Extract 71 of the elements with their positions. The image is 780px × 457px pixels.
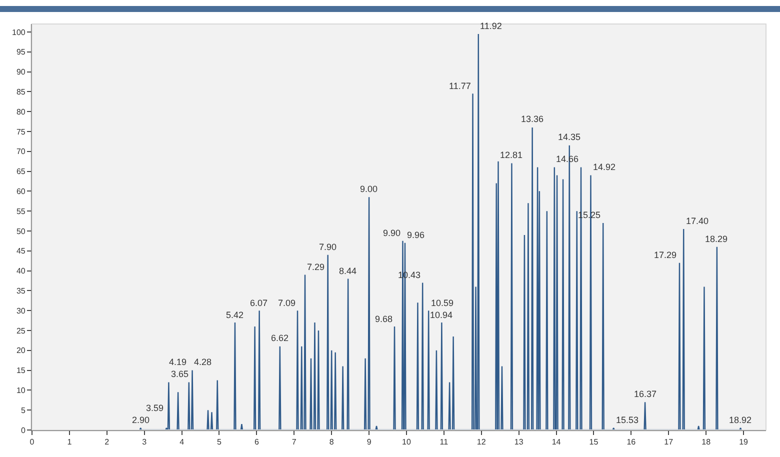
annotation: 3.65 <box>171 369 189 379</box>
y-tick-label: 30 <box>16 306 26 316</box>
annotation: 10.94 <box>430 310 453 320</box>
y-tick-label: 100 <box>12 28 26 37</box>
annotation: 12.81 <box>500 150 523 160</box>
x-tick-label: 14 <box>552 438 562 447</box>
y-tick-label: 85 <box>16 87 26 96</box>
annotation: 11.77 <box>449 81 471 91</box>
annotation: 11.92 <box>480 21 502 31</box>
annotation: 3.59 <box>146 403 164 413</box>
annotation: 10.59 <box>431 298 454 308</box>
y-tick-label: 15 <box>16 366 26 376</box>
x-tick-label: 4 <box>180 438 185 447</box>
annotation: 2.90 <box>132 415 150 425</box>
annotation: 17.29 <box>654 250 677 260</box>
x-tick-label: 13 <box>514 438 524 447</box>
y-tick-label: 5 <box>20 406 26 415</box>
y-tick-label: 40 <box>16 266 26 276</box>
annotation: 9.90 <box>383 228 401 238</box>
x-tick-label: 10 <box>402 438 412 447</box>
annotation: 16.37 <box>634 389 657 399</box>
x-tick-label: 3 <box>142 438 148 447</box>
x-tick-label: 12 <box>476 438 486 447</box>
x-tick-label: 7 <box>292 438 297 447</box>
y-tick-label: 45 <box>16 246 26 256</box>
x-tick-label: 16 <box>626 438 636 447</box>
annotation: 6.07 <box>250 298 268 308</box>
x-tick-label: 6 <box>254 438 260 447</box>
y-tick-label: 70 <box>16 147 26 156</box>
x-tick-label: 15 <box>589 438 599 447</box>
y-tick-label: 20 <box>16 346 26 356</box>
y-tick-label: 95 <box>16 48 26 57</box>
y-tick-label: 55 <box>16 206 26 216</box>
annotation: 5.42 <box>226 310 244 320</box>
annotation: 7.09 <box>278 298 296 308</box>
annotation: 9.96 <box>407 230 425 240</box>
annotation: 18.29 <box>705 234 728 244</box>
y-tick-label: 10 <box>16 386 26 395</box>
y-tick-label: 65 <box>16 167 26 176</box>
x-tick-label: 8 <box>329 438 334 447</box>
y-tick-label: 80 <box>16 107 26 116</box>
annotation: 13.36 <box>521 114 544 124</box>
y-tick-label: 75 <box>16 127 26 136</box>
y-tick-label: 60 <box>16 186 26 196</box>
x-tick-label: 2 <box>104 438 110 447</box>
annotation: 8.44 <box>339 266 357 276</box>
x-tick-label: 17 <box>664 438 674 447</box>
x-tick-label: 9 <box>366 438 372 447</box>
annotation: 18.92 <box>729 415 752 425</box>
x-tick-label: 19 <box>739 438 749 447</box>
annotation: 14.92 <box>593 162 616 172</box>
annotation: 15.53 <box>616 415 639 425</box>
x-tick-label: 0 <box>30 438 35 447</box>
annotation: 6.62 <box>271 333 289 343</box>
annotation: 4.28 <box>194 357 212 367</box>
x-tick-label: 5 <box>217 438 222 447</box>
annotation: 9.68 <box>375 314 393 324</box>
annotation: 4.19 <box>169 357 187 367</box>
annotation: 17.40 <box>686 216 709 226</box>
x-tick-label: 11 <box>440 438 449 447</box>
annotation: 9.00 <box>360 184 378 194</box>
annotation: 14.35 <box>558 132 581 142</box>
annotation: 7.90 <box>319 242 337 252</box>
y-tick-label: 50 <box>16 226 26 236</box>
annotation: 7.29 <box>307 262 325 272</box>
y-tick-label: 25 <box>16 326 26 336</box>
x-tick-label: 18 <box>702 438 712 447</box>
y-tick-label: 0 <box>20 426 26 435</box>
y-tick-label: 90 <box>16 68 26 77</box>
x-tick-label: 1 <box>67 438 72 447</box>
y-tick-label: 35 <box>16 286 26 296</box>
